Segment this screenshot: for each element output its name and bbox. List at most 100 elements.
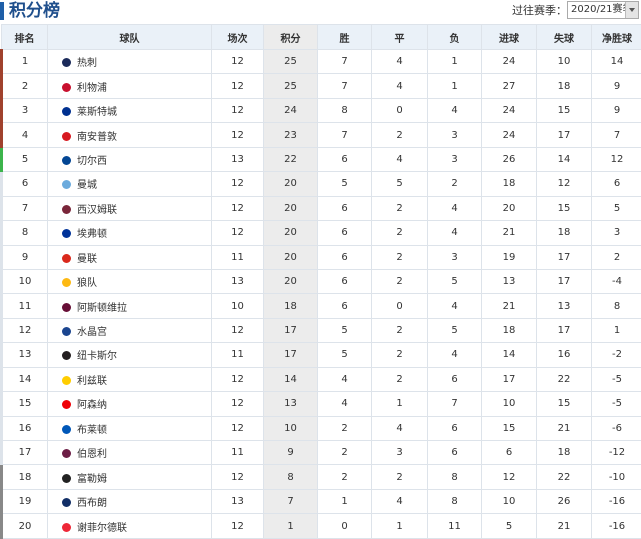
stat-cell: 21 — [482, 294, 537, 318]
team-name: 纽卡斯尔 — [77, 351, 117, 362]
team-cell: 富勒姆 — [48, 465, 212, 489]
stat-cell: 2 — [428, 172, 482, 196]
stat-cell: 6 — [2, 172, 48, 196]
stat-cell: -4 — [592, 269, 641, 293]
team-name: 曼城 — [77, 180, 97, 191]
team-cell: 狼队 — [48, 269, 212, 293]
stat-cell: -16 — [592, 514, 641, 538]
team-logo — [62, 107, 71, 116]
stat-cell: 6 — [428, 441, 482, 465]
stat-cell: 24 — [264, 98, 318, 122]
team-logo — [62, 278, 71, 287]
stat-cell: 12 — [482, 465, 537, 489]
stat-cell: 8 — [264, 465, 318, 489]
team-name: 富勒姆 — [77, 474, 107, 485]
team-logo — [62, 498, 71, 507]
stat-cell: 19 — [482, 245, 537, 269]
stat-cell: 1 — [428, 50, 482, 74]
stat-cell: 20 — [264, 269, 318, 293]
team-cell: 莱斯特城 — [48, 98, 212, 122]
team-logo — [62, 83, 71, 92]
stat-cell: 2 — [372, 245, 428, 269]
stat-cell: 14 — [2, 367, 48, 391]
stat-cell: 12 — [212, 98, 264, 122]
stat-cell: 17 — [482, 367, 537, 391]
stat-cell: 2 — [2, 74, 48, 98]
stat-cell: 10 — [212, 294, 264, 318]
stat-cell: 1 — [372, 514, 428, 538]
stat-cell: 2 — [372, 465, 428, 489]
stat-cell: 18 — [2, 465, 48, 489]
stat-cell: 12 — [212, 196, 264, 220]
stat-cell: 12 — [212, 367, 264, 391]
stat-cell: 12 — [212, 465, 264, 489]
stat-cell: 10 — [482, 489, 537, 513]
stat-cell: 4 — [318, 367, 372, 391]
stat-cell: 9 — [264, 441, 318, 465]
stat-cell: 5 — [318, 343, 372, 367]
stat-cell: 5 — [372, 172, 428, 196]
stat-cell: 12 — [212, 416, 264, 440]
team-cell: 阿森纳 — [48, 392, 212, 416]
team-name: 热刺 — [77, 58, 97, 69]
stat-cell: 6 — [318, 294, 372, 318]
team-logo — [62, 474, 71, 483]
stat-cell: 5 — [428, 269, 482, 293]
season-select[interactable]: 2020/21赛季 — [567, 1, 639, 19]
season-value: 2020/21赛季 — [571, 4, 633, 15]
stat-cell: 15 — [482, 416, 537, 440]
team-name: 水晶宫 — [77, 327, 107, 338]
stat-cell: 20 — [264, 196, 318, 220]
team-cell: 曼联 — [48, 245, 212, 269]
column-header: 排名 — [2, 25, 48, 50]
team-logo — [62, 425, 71, 434]
title-bar — [0, 2, 4, 20]
team-logo — [62, 180, 71, 189]
stat-cell: 2 — [592, 245, 641, 269]
stat-cell: -10 — [592, 465, 641, 489]
stat-cell: 17 — [537, 318, 592, 342]
stat-cell: 19 — [2, 489, 48, 513]
team-name: 切尔西 — [77, 156, 107, 167]
team-cell: 水晶宫 — [48, 318, 212, 342]
team-logo — [62, 254, 71, 263]
stat-cell: 11 — [428, 514, 482, 538]
stat-cell: 12 — [537, 172, 592, 196]
stat-cell: 21 — [482, 221, 537, 245]
stat-cell: 15 — [537, 392, 592, 416]
stat-cell: 7 — [592, 123, 641, 147]
team-name: 利物浦 — [77, 83, 107, 94]
stat-cell: 4 — [372, 489, 428, 513]
stat-cell: 6 — [318, 147, 372, 171]
team-name: 曼联 — [77, 254, 97, 265]
team-name: 谢菲尔德联 — [77, 523, 127, 534]
stat-cell: 6 — [428, 416, 482, 440]
team-cell: 西布朗 — [48, 489, 212, 513]
stat-cell: 1 — [264, 514, 318, 538]
stat-cell: 17 — [264, 343, 318, 367]
team-cell: 布莱顿 — [48, 416, 212, 440]
dropdown-arrow[interactable] — [625, 2, 638, 18]
stat-cell: 7 — [428, 392, 482, 416]
column-header: 场次 — [212, 25, 264, 50]
team-cell: 切尔西 — [48, 147, 212, 171]
stat-cell: 12 — [212, 318, 264, 342]
stat-cell: 1 — [372, 392, 428, 416]
column-header: 进球 — [482, 25, 537, 50]
stat-cell: 12 — [212, 221, 264, 245]
stat-cell: 9 — [592, 74, 641, 98]
stat-cell: 4 — [372, 147, 428, 171]
stat-cell: 6 — [482, 441, 537, 465]
stat-cell: 5 — [592, 196, 641, 220]
stat-cell: 14 — [264, 367, 318, 391]
stat-cell: 8 — [428, 489, 482, 513]
stat-cell: 6 — [318, 196, 372, 220]
stat-cell: 11 — [212, 245, 264, 269]
